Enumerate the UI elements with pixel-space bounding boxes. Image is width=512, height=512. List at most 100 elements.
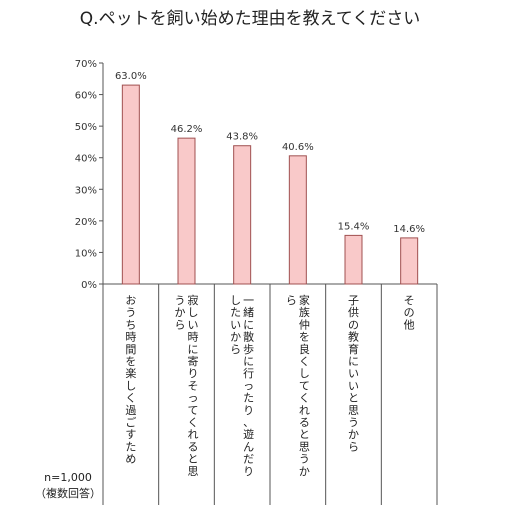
category-char: に: [243, 355, 254, 368]
category-char: 思: [299, 440, 310, 453]
category-char: か: [230, 331, 241, 344]
category-char: の: [348, 318, 359, 331]
category-char: り: [188, 367, 199, 380]
y-tick-label: 30%: [75, 185, 97, 196]
category-char: と: [188, 453, 199, 466]
category-char: ん: [243, 440, 254, 453]
category-char: た: [243, 392, 254, 405]
category-char: 、: [243, 416, 254, 429]
category-char: 緒: [243, 305, 254, 319]
category-char: 遊: [243, 427, 254, 441]
category-char: 仲: [299, 317, 310, 331]
category-char: 教: [348, 331, 359, 344]
category-char: 思: [348, 404, 359, 417]
category-char: う: [125, 306, 136, 319]
category-char: そ: [404, 294, 415, 307]
category-char: か: [348, 428, 359, 441]
category-char: に: [243, 318, 254, 331]
category-char: 時: [125, 331, 136, 344]
category-char: 族: [299, 305, 310, 319]
category-char: め: [125, 453, 136, 466]
category-char: れ: [188, 428, 199, 441]
category-char: し: [299, 367, 310, 380]
category-char: た: [125, 440, 136, 453]
category-char: に: [348, 355, 359, 368]
category-char: ら: [175, 318, 186, 331]
category-char: に: [188, 343, 199, 356]
bar: [121, 84, 140, 285]
category-char: う: [348, 416, 359, 429]
category-char: 一: [243, 294, 254, 307]
bar: [288, 155, 307, 285]
category-char: か: [175, 306, 186, 319]
category-char: と: [348, 392, 359, 405]
category-char: ら: [230, 343, 241, 356]
category-char: 歩: [243, 342, 254, 356]
y-tick-label: 40%: [75, 154, 97, 165]
category-char: 寄: [188, 354, 199, 368]
y-tick-label: 0%: [81, 280, 97, 291]
category-char: を: [299, 331, 310, 344]
category-char: っ: [243, 379, 254, 392]
category-char: し: [188, 306, 199, 319]
category-char: た: [230, 306, 241, 319]
category-char: 行: [243, 367, 254, 380]
category-char: る: [188, 440, 199, 453]
category-char: い: [188, 318, 199, 331]
category-char: く: [125, 392, 136, 405]
category-char: を: [125, 355, 136, 368]
category-char: う: [299, 453, 310, 466]
y-tick-label: 70%: [75, 59, 97, 70]
y-tick-label: 20%: [75, 217, 97, 228]
sample-size-note: n=1,000: [44, 471, 92, 484]
category-char: 過: [125, 404, 136, 417]
category-char: ご: [125, 415, 136, 429]
category-char: く: [299, 392, 310, 405]
category-char: 寂: [188, 293, 199, 307]
data-label: 46.2%: [171, 124, 203, 135]
y-axis: 0% 10% 20% 30% 40% 50% 60% 70%: [75, 59, 438, 505]
category-char: ら: [286, 294, 297, 307]
category-char: 子: [348, 294, 359, 307]
data-labels: 63.0% 46.2% 43.8% 40.6% 15.4% 14.6%: [115, 71, 425, 235]
data-label: 15.4%: [338, 221, 370, 232]
category-label: その他: [404, 294, 415, 331]
category-char: 間: [125, 343, 136, 356]
category-char: す: [125, 428, 136, 441]
category-char: か: [299, 465, 310, 478]
category-char: 楽: [125, 367, 136, 380]
category-char: 家: [299, 293, 310, 307]
category-char: そ: [188, 379, 199, 392]
y-tick-label: 10%: [75, 248, 97, 259]
y-tick-label: 50%: [75, 122, 97, 133]
y-tick-label: 60%: [75, 91, 97, 102]
category-char: り: [243, 404, 254, 417]
category-char: 育: [348, 342, 359, 356]
category-char: 良: [299, 342, 310, 356]
category-char: て: [188, 404, 199, 417]
category-char: 散: [243, 330, 254, 344]
category-char: 他: [404, 318, 415, 331]
category-char: の: [404, 306, 415, 319]
category-labels: おうち時間を楽しく過ごすため寂しい時に寄りそってくれると思うから一緒に散歩に行っ…: [125, 293, 414, 478]
bars: [121, 84, 419, 285]
category-char: だ: [243, 453, 254, 466]
category-char: 供: [348, 305, 359, 319]
bar: [177, 137, 196, 285]
category-char: し: [125, 379, 136, 392]
category-char: り: [243, 465, 254, 478]
category-char: い: [348, 367, 359, 380]
category-char: て: [299, 379, 310, 392]
category-char: お: [125, 294, 136, 307]
category-char: れ: [299, 404, 310, 417]
category-char: っ: [188, 392, 199, 405]
category-char: く: [299, 355, 310, 368]
category-char: る: [299, 416, 310, 429]
bar: [344, 234, 363, 285]
